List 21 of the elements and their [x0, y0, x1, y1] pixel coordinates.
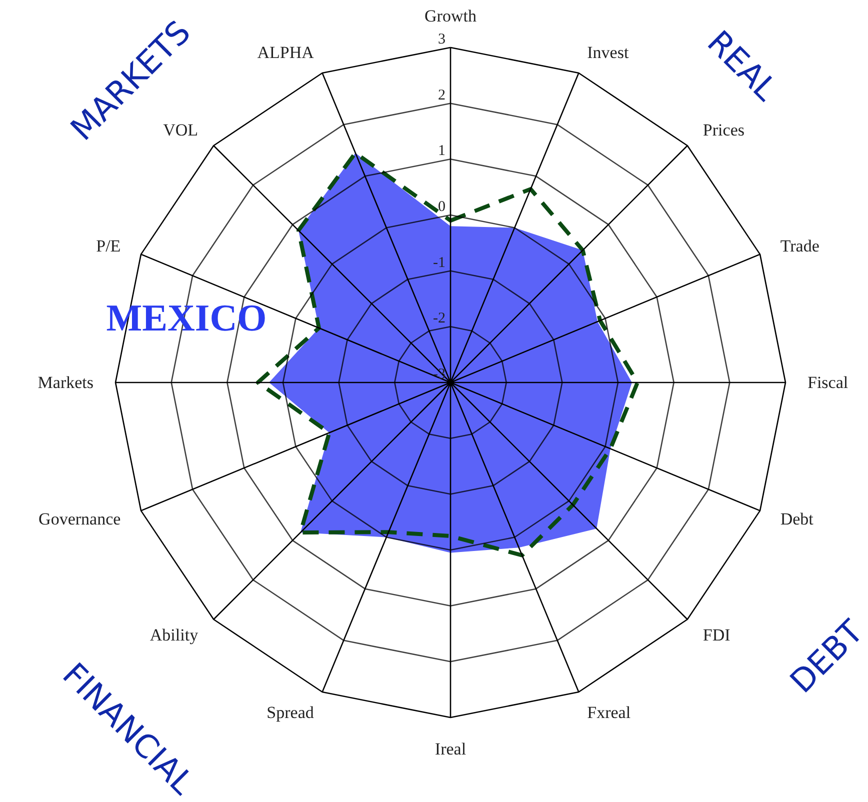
- spoke-label: Governance: [38, 510, 121, 529]
- y-tick-label: -2: [433, 310, 446, 327]
- spoke-label: Markets: [38, 373, 94, 392]
- spoke-label: Spread: [266, 702, 314, 722]
- y-tick-label: 0: [438, 199, 446, 215]
- y-tick-label: 1: [438, 143, 446, 160]
- spoke-label: Ability: [150, 625, 199, 644]
- spoke-label: Fiscal: [808, 373, 848, 392]
- spoke-label: FDI: [702, 625, 731, 644]
- spoke-label: Growth: [424, 6, 477, 26]
- spoke-label: Prices: [702, 120, 744, 140]
- spoke-label: ALPHA: [257, 43, 315, 62]
- spoke-label: Ireal: [434, 740, 466, 758]
- spoke-label: Trade: [780, 236, 820, 256]
- spoke-label: P/E: [96, 236, 121, 256]
- spoke-label: Fxreal: [587, 702, 631, 722]
- y-tick-label: -1: [433, 254, 446, 271]
- y-tick-label: 3: [438, 32, 446, 48]
- spoke-label: Invest: [587, 43, 629, 62]
- y-tick-label: 2: [438, 87, 446, 104]
- spoke-label: Debt: [780, 510, 814, 529]
